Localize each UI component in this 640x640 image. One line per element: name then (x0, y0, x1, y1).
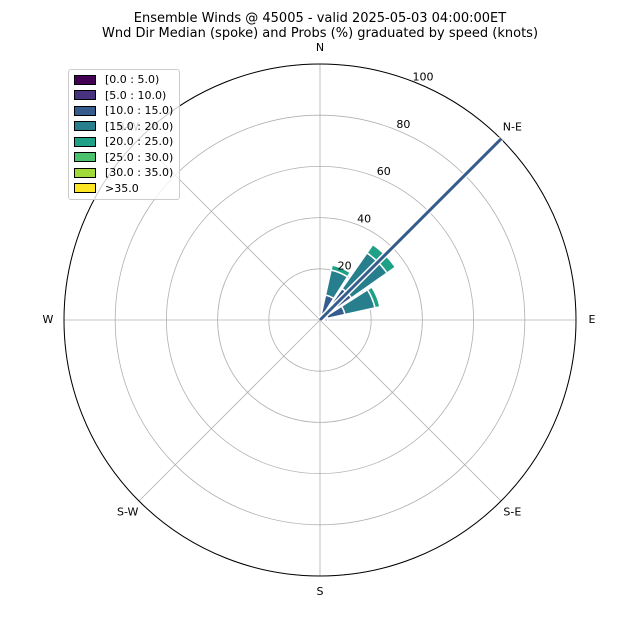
grid-circle (268, 268, 372, 372)
legend-item: [30.0 : 35.0) (69, 165, 179, 181)
grid-circle (114, 114, 526, 526)
legend-swatch (74, 183, 96, 194)
legend-item: [0.0 : 5.0) (69, 72, 179, 88)
legend-label: [0.0 : 5.0) (105, 73, 160, 87)
chart-title: Ensemble Winds @ 45005 - valid 2025-05-0… (133, 11, 507, 26)
legend-item: [20.0 : 25.0) (69, 134, 179, 150)
speed-legend: [0.0 : 5.0) [5.0 : 10.0) [10.0 : 15.0) [15.… (68, 69, 180, 200)
radial-tick-label: 20 (338, 260, 352, 273)
grid-spoke (138, 319, 321, 502)
legend-swatch (74, 74, 96, 85)
direction-label: S-W (117, 505, 139, 518)
median-direction-spoke (317, 136, 504, 323)
legend-swatch (74, 121, 96, 132)
direction-label: E (589, 313, 596, 326)
legend-item: [15.0 : 20.0) (69, 119, 179, 135)
legend-item: [5.0 : 10.0) (69, 88, 179, 104)
legend-item: >35.0 (69, 181, 179, 197)
legend-label: [20.0 : 25.0) (105, 135, 174, 149)
legend-item: [25.0 : 30.0) (69, 150, 179, 166)
radial-tick-label: 80 (396, 118, 410, 131)
direction-label: W (43, 313, 54, 326)
legend-label: >35.0 (105, 181, 139, 195)
radial-tick-label: 40 (357, 212, 371, 225)
legend-swatch (74, 152, 96, 163)
radial-tick-label: 60 (377, 165, 391, 178)
legend-swatch (74, 105, 96, 116)
legend-label: [15.0 : 20.0) (105, 119, 174, 133)
legend-swatch (74, 90, 96, 101)
polar-frame (63, 63, 577, 577)
direction-label: N-E (503, 121, 522, 134)
grid-spoke (319, 319, 502, 502)
legend-item: [10.0 : 15.0) (69, 103, 179, 119)
chart-subtitle: Wnd Dir Median (spoke) and Probs (%) gra… (101, 26, 539, 41)
grid-circle (217, 217, 423, 423)
legend-swatch (74, 136, 96, 147)
bar-segment (366, 285, 381, 309)
grid-circle (165, 165, 475, 475)
legend-label: [25.0 : 30.0) (105, 150, 174, 164)
legend-label: [10.0 : 15.0) (105, 104, 174, 118)
direction-label: S (317, 585, 324, 598)
legend-swatch (74, 167, 96, 178)
bar-segment (330, 264, 352, 278)
spoke (318, 137, 503, 322)
legend-label: [30.0 : 35.0) (105, 166, 174, 180)
radial-tick-label: 100 (412, 70, 433, 83)
legend-label: [5.0 : 10.0) (105, 88, 167, 102)
direction-label: N (316, 41, 324, 54)
direction-label: S-E (503, 505, 521, 518)
